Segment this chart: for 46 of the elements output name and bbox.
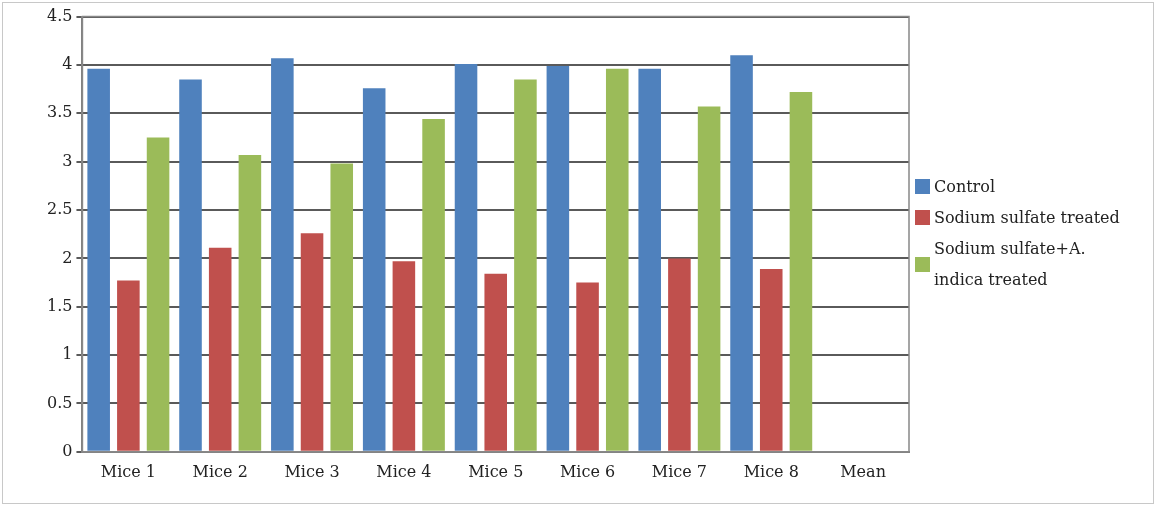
y-tick-label: 1 — [62, 344, 73, 364]
bar — [300, 233, 324, 451]
legend-label: Sodium sulfate+A. indica treated — [934, 238, 1087, 291]
bar — [514, 79, 537, 451]
y-tick-label: 3.5 — [46, 102, 73, 122]
bar — [238, 154, 262, 451]
legend-label: Sodium sulfate treated — [934, 207, 1120, 229]
legend-label: Control — [934, 176, 996, 198]
bar — [362, 88, 386, 451]
x-tick-label: Mice 5 — [468, 461, 524, 481]
x-tick-label: Mice 6 — [559, 461, 616, 481]
x-tick-label: Mice 7 — [651, 461, 707, 481]
bar — [576, 282, 599, 451]
x-tick-label: Mice 4 — [376, 461, 432, 481]
bar — [271, 58, 294, 451]
bar — [668, 258, 691, 451]
y-tick-label: 1.5 — [46, 295, 73, 315]
y-tick-label: 0 — [62, 440, 73, 460]
bar — [697, 106, 721, 451]
bar — [789, 92, 813, 451]
bar — [484, 273, 508, 451]
bar — [330, 163, 354, 451]
bar — [422, 119, 445, 451]
bar — [179, 79, 202, 451]
bar — [208, 247, 232, 451]
x-tick-label: Mice 8 — [743, 461, 799, 481]
bar — [392, 261, 416, 451]
y-tick-label: 4.5 — [46, 5, 73, 25]
y-tick-label: 4 — [62, 54, 73, 74]
bar — [146, 137, 170, 451]
x-tick-label: Mean — [840, 461, 886, 481]
bar — [605, 68, 629, 451]
x-tick-label: Mice 3 — [284, 461, 340, 481]
y-tick-label: 0.5 — [46, 392, 73, 412]
bar — [117, 280, 140, 451]
x-tick-label: Mice 2 — [192, 461, 248, 481]
y-tick-label: 2.5 — [46, 199, 73, 219]
bar — [87, 68, 110, 451]
y-tick-label: 2 — [62, 247, 73, 267]
x-tick-label: Mice 1 — [100, 461, 156, 481]
bar — [454, 63, 478, 451]
bar — [638, 68, 661, 451]
bar — [546, 65, 570, 451]
bar — [730, 55, 753, 451]
bar — [759, 269, 783, 451]
y-tick-label: 3 — [62, 150, 73, 170]
